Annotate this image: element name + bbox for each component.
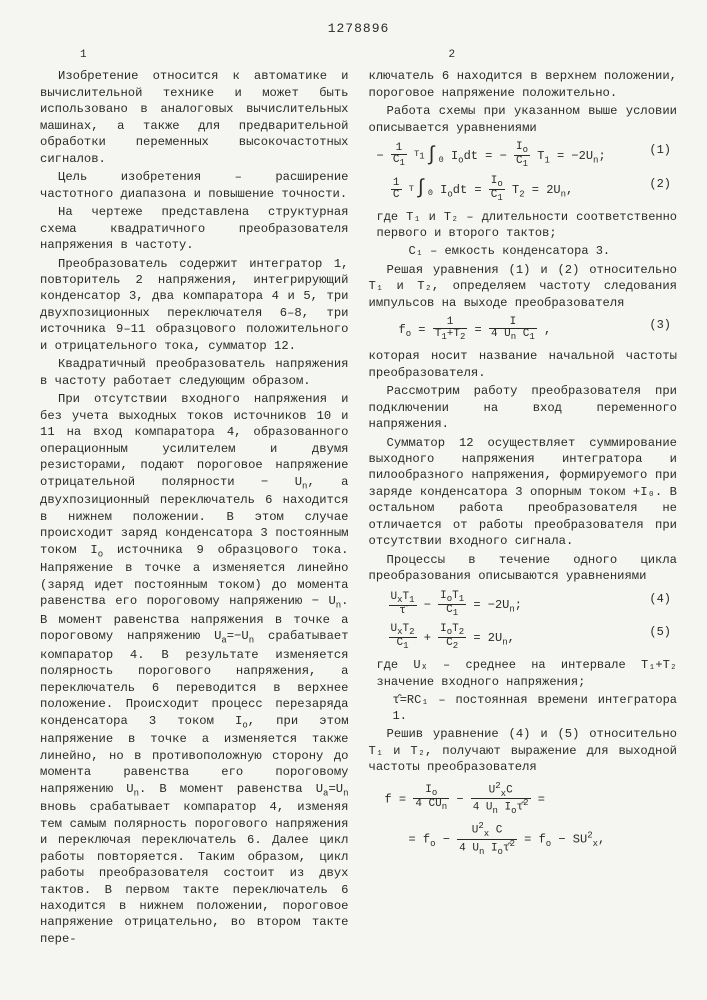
para: Изобретение относится к автоматике и выч… — [40, 68, 349, 167]
para: Цель изобретения – расширение частотного… — [40, 169, 349, 202]
colnum-right: 2 — [449, 48, 678, 63]
para: Рассмотрим работу преобразователя при по… — [369, 383, 678, 432]
where-clause: C₁ – емкость конденсатора 3. — [409, 243, 678, 259]
text: =U — [328, 782, 343, 796]
page-root: 1278896 1 Изобретение относится к автома… — [0, 0, 707, 1000]
para: Процессы в течение одного цикла преобраз… — [369, 552, 678, 585]
para-cont: ключатель 6 находится в верхнем положени… — [369, 68, 678, 101]
eqnum: (4) — [649, 591, 671, 607]
eqnum: (5) — [649, 624, 671, 640]
text: При отсутствии входного напряжения и без… — [40, 392, 349, 488]
para: Сумматор 12 осуществляет суммирование вы… — [369, 435, 678, 550]
para: Квадратичный преобразователь напряжения … — [40, 356, 349, 389]
equation-5: UxT2C1 + IoT2C2 = 2Un, (5) — [389, 624, 678, 651]
equation-final: f = Io4 CUn − U2xC4 Un Ioτ̂2 = — [385, 782, 678, 817]
para: которая носит название начальной частоты… — [369, 348, 678, 381]
doc-number: 1278896 — [40, 20, 677, 38]
para: На чертеже представлена структурная схем… — [40, 204, 349, 253]
colnum-left: 1 — [80, 48, 349, 63]
para: Решив уравнение (4) и (5) относительно T… — [369, 726, 678, 775]
equation-4: UxT1τ̂ − IoT1C1 = −2Un; (4) — [389, 591, 678, 618]
eqnum: (2) — [649, 176, 671, 192]
subscript: n — [343, 788, 348, 798]
column-left: 1 Изобретение относится к автоматике и в… — [40, 48, 349, 950]
where-clause: τ̂=RC₁ – постоянная времени интегратора … — [393, 692, 678, 724]
where-clause: где Uₓ – среднее на интервале T₁+T₂ знач… — [377, 657, 678, 689]
para: Преобразователь содержит интегратор 1, п… — [40, 256, 349, 355]
two-column-layout: 1 Изобретение относится к автоматике и в… — [40, 48, 677, 980]
equation-2: 1C T∫0 Iodt = IoC1 T2 = 2Un, (2) — [377, 176, 678, 203]
eqnum: (3) — [649, 317, 671, 333]
para: Работа схемы при указанном выше условии … — [369, 103, 678, 136]
text: вновь срабатывает компаратор 4, изменяя … — [40, 800, 349, 946]
para: Решая уравнения (1) и (2) относительно T… — [369, 262, 678, 311]
where-clause: где T₁ и T₂ – длительности соответственн… — [377, 209, 678, 241]
para-long: При отсутствии входного напряжения и без… — [40, 391, 349, 947]
equation-final-2: = fo − U2x C4 Un Ioτ̂2 = fo − SU2x, — [409, 822, 678, 857]
eqnum: (1) — [649, 142, 671, 158]
equation-3: fo = 1T1+T2 = I4 Un C1 , (3) — [399, 317, 678, 342]
text: . В момент равенства U — [139, 782, 323, 796]
column-right: 2 ключатель 6 находится в верхнем положе… — [369, 48, 678, 863]
text: =−U — [227, 629, 249, 643]
equation-1: − 1C1 T1∫0 Iodt = − IoC1 T1 = −2Un; (1) — [377, 142, 678, 169]
